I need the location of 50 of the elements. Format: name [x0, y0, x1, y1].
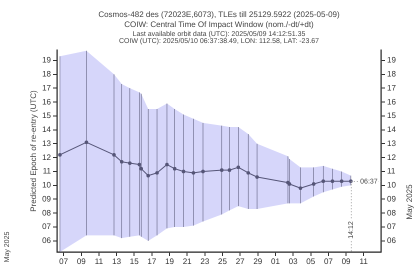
y-tick-label: 18	[42, 70, 52, 78]
x-tick-label: 01	[271, 257, 280, 266]
y-tick-label: 13	[42, 138, 52, 148]
y-tick-label: 10	[42, 180, 52, 190]
x-tick-label: 05	[306, 257, 316, 266]
y2-tick-label: 15	[387, 111, 396, 120]
y2-tick-label: 09	[387, 194, 396, 204]
y2-tick-label: 10	[387, 180, 396, 190]
y2-tick-label: 16	[387, 97, 396, 106]
x-tick-label: 07	[59, 257, 69, 266]
x-tick-label: 11	[94, 257, 104, 266]
y2-axis-title: May 2025	[405, 184, 414, 220]
y2-tick-label: 14	[387, 125, 396, 134]
y-tick-label: 08	[42, 208, 52, 218]
y2-tick-label: 07	[387, 222, 396, 232]
chart-title: Cosmos-482 des (72023E,6073), TLEs till 25129.5922 (2025-05-09)	[98, 10, 340, 20]
y2-tick-label: 12	[387, 152, 396, 162]
y-tick-label: 17	[42, 83, 52, 92]
y2-tick-label: 13	[387, 138, 396, 148]
x-tick-label: 29	[253, 257, 263, 266]
x-tick-label: 21	[182, 257, 192, 266]
y-tick-label: 06	[42, 236, 52, 246]
y-axis-title: Predicted Epoch of re-entry (UTC)	[29, 90, 38, 212]
x-tick-label: 17	[147, 257, 157, 266]
y-tick-label: 11	[42, 166, 52, 176]
y-tick-label: 15	[42, 111, 52, 120]
x-tick-label: 15	[130, 257, 140, 266]
y2-tick-label: 18	[387, 70, 396, 78]
x-tick-label: 13	[112, 257, 122, 266]
x-tick-label: 19	[165, 257, 175, 266]
x-tick-label: 09	[342, 257, 352, 266]
y2-tick-label: 19	[387, 56, 396, 65]
y2-tick-label: 06	[387, 236, 396, 246]
x-tick-label: 07	[324, 257, 334, 266]
x-tick-label: 23	[200, 257, 210, 266]
x-tick-label: 27	[236, 257, 246, 266]
y2-tick-label: 08	[387, 208, 396, 218]
y2-tick-label: 11	[387, 166, 396, 176]
y-tick-label: 07	[42, 222, 52, 232]
y-tick-label: 19	[42, 56, 52, 65]
y-tick-label: 16	[42, 97, 52, 106]
y2-tick-label: 17	[387, 83, 396, 92]
x-tick-label: 09	[76, 257, 86, 266]
x-tick-label: 25	[218, 257, 228, 266]
y-tick-label: 12	[42, 152, 52, 162]
y-tick-label: 09	[42, 194, 52, 204]
x-tick-label: 03	[288, 257, 298, 266]
x-tick-label: 11	[360, 257, 368, 266]
chart-subtitle: COIW: Central Time Of Impact Window (nom./-dt/+dt)	[124, 20, 314, 30]
y-tick-label: 14	[42, 125, 52, 134]
